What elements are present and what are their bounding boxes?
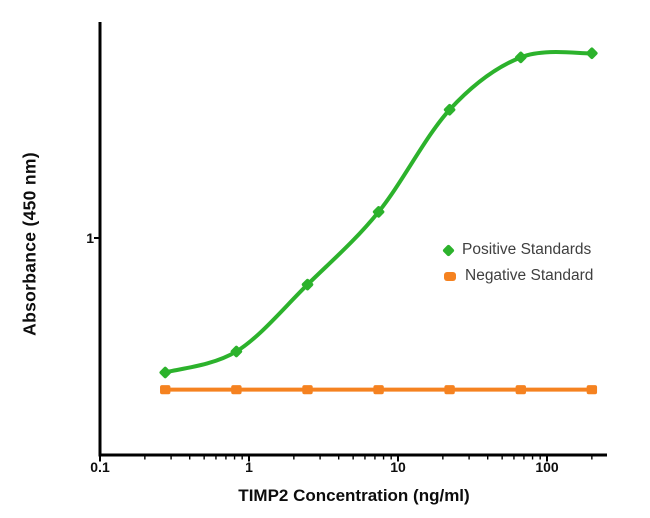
x-tick-label-10: 10 — [390, 459, 406, 475]
positive-standards-point — [372, 206, 385, 218]
axes-lines — [98, 22, 607, 457]
negative-standard-point — [231, 385, 242, 395]
negative-standard-series — [160, 385, 598, 395]
positive-standards-point — [159, 366, 171, 379]
x-tick-label-1: 1 — [245, 459, 253, 475]
y-tick-label-1: 1 — [86, 230, 94, 246]
x-tick-label-100: 100 — [535, 459, 559, 475]
legend-label-negative: Negative Standard — [465, 267, 594, 284]
positive-standards-point — [443, 103, 456, 116]
negative-standard-point — [302, 385, 313, 395]
negative-standard-square-icon — [444, 271, 456, 281]
positive-standards-point — [301, 278, 314, 291]
legend-item-negative-standard: Negative Standard — [444, 263, 593, 289]
positive-standards-point — [515, 51, 527, 64]
positive-standards-point — [586, 47, 598, 60]
x-axis-title: TIMP2 Concentration (ng/ml) — [238, 486, 470, 505]
positive-standards-point — [230, 345, 243, 358]
positive-standards-diamond-icon — [442, 243, 455, 257]
x-tick-label-0.1: 0.1 — [90, 459, 110, 475]
negative-standard-point — [586, 385, 598, 395]
negative-standard-point — [373, 385, 384, 395]
y-axis-title: Absorbance (450 nm) — [19, 152, 40, 336]
x-axis-ticks — [99, 456, 593, 462]
legend-label-positive: Positive Standards — [462, 241, 592, 258]
positive-standards-series — [159, 47, 598, 379]
negative-standard-point — [160, 385, 171, 395]
legend: Positive Standards Negative Standard — [442, 237, 593, 289]
negative-standard-point — [515, 385, 526, 395]
negative-standard-point — [444, 385, 455, 395]
legend-item-positive-standards: Positive Standards — [442, 237, 593, 263]
